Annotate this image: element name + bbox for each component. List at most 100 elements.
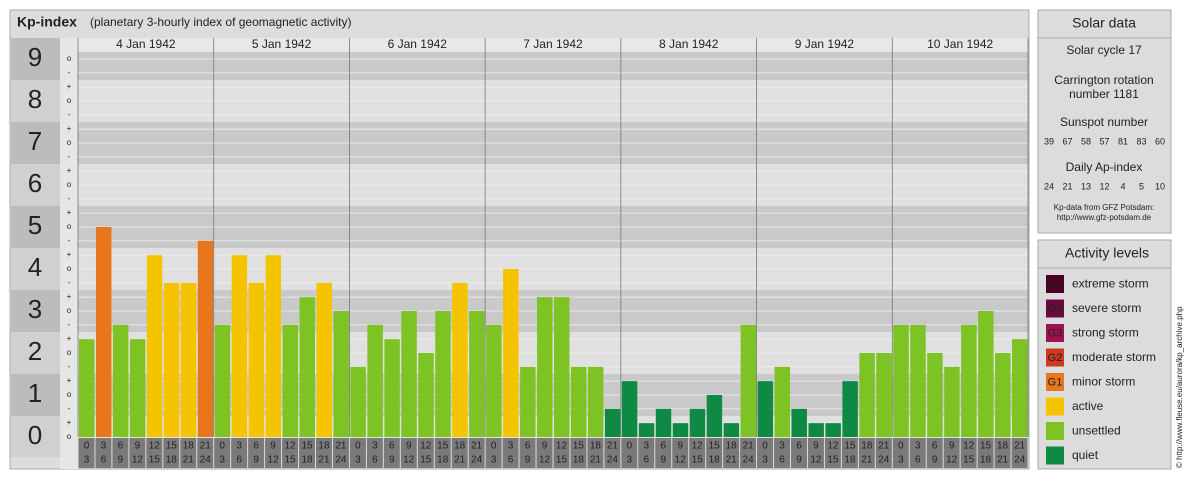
hour-label: 0 (491, 441, 497, 452)
hour-cell (78, 438, 95, 468)
y-label-band (11, 332, 60, 374)
hour-label: 24 (878, 455, 890, 466)
hour-label: 6 (236, 455, 242, 466)
date-cell (620, 38, 757, 52)
hour-label: 24 (607, 455, 619, 466)
y-tick-label: 7 (28, 126, 42, 156)
bar (146, 255, 163, 437)
level-swatch (1046, 446, 1064, 465)
minor-tick-label: o (67, 138, 72, 147)
hour-label: 21 (1014, 441, 1026, 452)
hour-cell (672, 438, 689, 468)
y-label-band (11, 206, 60, 248)
hour-label: 15 (573, 441, 585, 452)
hour-label: 3 (779, 441, 785, 452)
minor-tick-label: o (67, 264, 72, 273)
bar (910, 324, 926, 437)
bar (554, 297, 570, 437)
bar (638, 423, 655, 437)
bar (927, 353, 943, 437)
hour-cell (638, 438, 655, 468)
hour-cell (519, 438, 536, 468)
bar (248, 282, 265, 437)
bar (435, 311, 451, 437)
minor-tick-label: - (68, 194, 71, 203)
hour-label: 18 (318, 441, 330, 452)
bar (129, 339, 146, 437)
hour-label: 9 (949, 441, 955, 452)
hour-cell (655, 438, 672, 468)
hour-label: 12 (675, 455, 687, 466)
bar (791, 408, 807, 437)
y-tick-label: 1 (28, 378, 42, 408)
hour-cell (214, 438, 231, 468)
hour-label: 24 (471, 455, 483, 466)
level-label: minor storm (1072, 375, 1135, 389)
minor-tick-label: - (68, 152, 71, 161)
level-swatch (1046, 299, 1064, 318)
hour-label: 18 (980, 455, 992, 466)
hour-label: 6 (796, 441, 802, 452)
hour-label: 21 (726, 455, 738, 466)
date-cell (78, 38, 214, 52)
bar (859, 353, 875, 437)
hour-label: 6 (118, 441, 124, 452)
bar (452, 282, 468, 437)
hour-cell (689, 438, 706, 468)
hour-cell (299, 438, 315, 468)
level-label: active (1072, 399, 1104, 413)
minor-tick-label: + (67, 250, 72, 259)
hour-label: 24 (200, 455, 212, 466)
hour-label: 3 (898, 455, 904, 466)
bar (401, 311, 417, 437)
bar (384, 339, 400, 437)
hour-label: 12 (268, 455, 280, 466)
minor-tick-label: o (67, 390, 72, 399)
bar (842, 381, 858, 437)
hour-label: 12 (963, 441, 975, 452)
bar (163, 282, 180, 437)
sunspot-number: 67 (1062, 136, 1072, 146)
hour-label: 18 (573, 455, 585, 466)
hour-cell (875, 438, 892, 468)
hour-cell (417, 438, 434, 468)
levels-title: Activity levels (1065, 245, 1149, 261)
ap-value: 24 (1044, 181, 1054, 191)
sunspot-number: 83 (1136, 136, 1146, 146)
source: Kp-data from GFZ Potsdam: (1054, 203, 1154, 212)
level-swatch (1046, 373, 1064, 391)
level-swatch (1046, 422, 1064, 440)
chart-title: Kp-index (17, 14, 77, 30)
minor-tick-label: - (68, 404, 71, 413)
hour-label: 24 (1014, 455, 1026, 466)
bar (265, 255, 282, 437)
hour-label: 12 (420, 441, 432, 452)
hour-cell (926, 438, 943, 468)
hour-cell (892, 438, 909, 468)
minor-tick-label: + (67, 124, 72, 133)
level-badge: G3 (1048, 327, 1063, 339)
ap-value: 13 (1081, 181, 1091, 191)
minor-tick-label: o (67, 432, 72, 441)
hour-label: 21 (454, 455, 466, 466)
hour-label: 15 (827, 455, 839, 466)
bar (418, 353, 434, 437)
hour-label: 9 (677, 441, 683, 452)
hour-label: 15 (692, 455, 704, 466)
hour-label: 12 (692, 441, 704, 452)
sunspot-title: Sunspot number (1060, 115, 1148, 129)
hour-label: 9 (253, 455, 259, 466)
hour-cell (129, 438, 146, 468)
ap-value: 4 (1120, 181, 1125, 191)
date-label: 6 Jan 1942 (388, 37, 448, 51)
minor-tick-label: + (67, 208, 72, 217)
hour-label: 18 (997, 441, 1009, 452)
hour-cell (740, 438, 757, 468)
hour-cell (468, 438, 485, 468)
level-badge: G2 (1048, 352, 1063, 364)
bar (333, 311, 349, 437)
solar-title: Solar data (1072, 15, 1136, 31)
bar (299, 297, 315, 437)
hour-label: 3 (372, 441, 378, 452)
bar (79, 339, 95, 437)
